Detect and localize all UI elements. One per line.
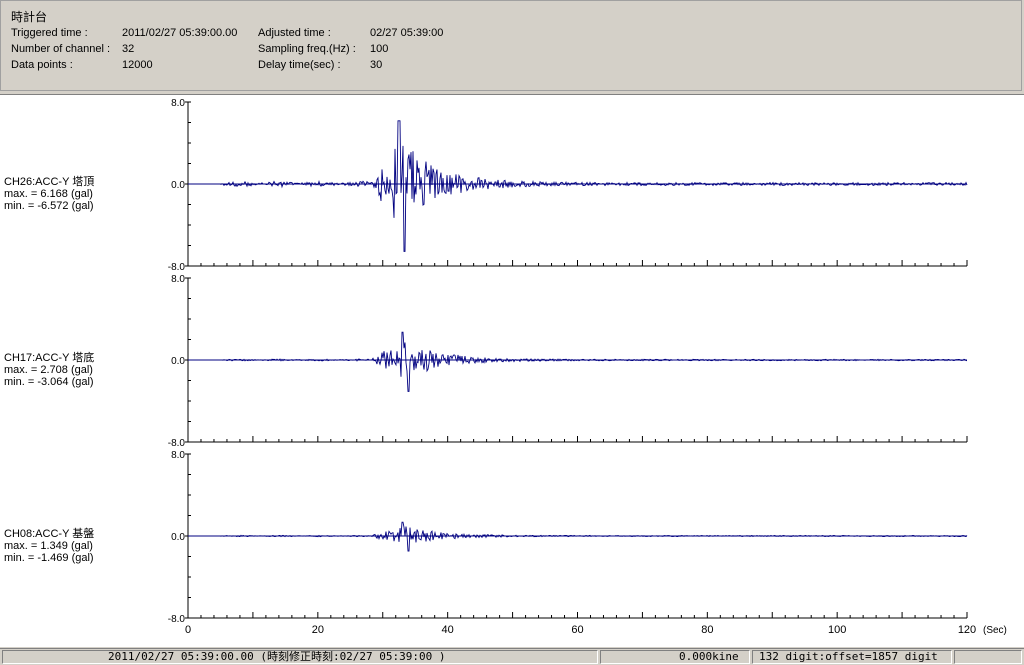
channel-1-max: max. = 6.168 (gal) xyxy=(4,188,93,200)
channel-2-label: CH17:ACC-Y 塔底 max. = 2.708 (gal) min. = … xyxy=(4,352,94,388)
channel-3-min: min. = -1.469 (gal) xyxy=(4,552,94,564)
sampling-freq-value: 100 xyxy=(370,43,389,55)
waveform-trace-3 xyxy=(188,521,968,552)
channels-label: Number of channel : xyxy=(11,43,111,55)
status-digit: 132 digit:offset=1857 digit xyxy=(752,650,952,664)
x-tick-label: 60 xyxy=(571,624,583,636)
channels-value: 32 xyxy=(122,43,135,55)
waveform-trace-1 xyxy=(188,120,968,252)
y-tick-label: 8.0 xyxy=(171,98,185,109)
y-tick-label: -8.0 xyxy=(168,262,186,273)
channel-3-name: CH08:ACC-Y 基盤 xyxy=(4,528,95,540)
adjusted-time-label: Adjusted time : xyxy=(258,27,331,39)
x-tick-label: 80 xyxy=(701,624,713,636)
triggered-time-value: 2011/02/27 05:39:00.00 xyxy=(122,27,238,39)
status-time: 2011/02/27 05:39:00.00 (時刻修正時刻:02/27 05:… xyxy=(2,650,598,664)
x-tick-label: 40 xyxy=(442,624,454,636)
channel-2-min: min. = -3.064 (gal) xyxy=(4,376,94,388)
status-empty-panel xyxy=(954,650,1022,664)
triggered-time-label: Triggered time : xyxy=(11,27,88,39)
waveform-plot-area: CH26:ACC-Y 塔頂 max. = 6.168 (gal) min. = … xyxy=(0,94,1024,647)
channel-2-max: max. = 2.708 (gal) xyxy=(4,364,93,376)
channel-1-name: CH26:ACC-Y 塔頂 xyxy=(4,176,95,188)
status-bar: 2011/02/27 05:39:00.00 (時刻修正時刻:02/27 05:… xyxy=(0,648,1024,665)
y-tick-label: -8.0 xyxy=(168,614,186,625)
x-tick-label: 20 xyxy=(312,624,324,636)
y-tick-label: 0.0 xyxy=(171,532,185,543)
x-tick-label: 0 xyxy=(185,624,191,636)
x-tick-label: 120 xyxy=(958,624,976,636)
sampling-freq-label: Sampling freq.(Hz) : xyxy=(258,43,356,55)
channel-3-max: max. = 1.349 (gal) xyxy=(4,540,93,552)
channel-3-label: CH08:ACC-Y 基盤 max. = 1.349 (gal) min. = … xyxy=(4,528,94,564)
y-tick-label: 8.0 xyxy=(171,450,185,461)
adjusted-time-value: 02/27 05:39:00 xyxy=(370,27,444,39)
y-tick-label: 0.0 xyxy=(171,180,185,191)
delay-time-value: 30 xyxy=(370,59,383,71)
y-tick-label: 8.0 xyxy=(171,274,185,285)
waveform-chart: 8.00.0-8.08.00.0-8.08.00.0-8.00 20 40 60 80 1… xyxy=(168,98,1007,636)
data-points-label: Data points : xyxy=(11,59,73,71)
channel-1-min: min. = -6.572 (gal) xyxy=(4,200,94,212)
status-velocity: 0.000kine xyxy=(600,650,750,664)
waveform-trace-2 xyxy=(188,331,968,392)
channel-1-label: CH26:ACC-Y 塔頂 max. = 6.168 (gal) min. = … xyxy=(4,176,94,212)
x-tick-label: 100 xyxy=(828,624,846,636)
delay-time-label: Delay time(sec) : xyxy=(258,59,341,71)
channel-2-name: CH17:ACC-Y 塔底 xyxy=(4,352,95,364)
x-unit-label: (Sec) xyxy=(983,625,1007,636)
y-tick-label: 0.0 xyxy=(171,356,185,367)
station-name: 時計台 xyxy=(11,10,48,24)
data-points-value: 12000 xyxy=(122,59,153,71)
record-header: 時計台 Triggered time : 2011/02/27 05:39:00… xyxy=(0,0,1022,91)
y-tick-label: -8.0 xyxy=(168,438,186,449)
